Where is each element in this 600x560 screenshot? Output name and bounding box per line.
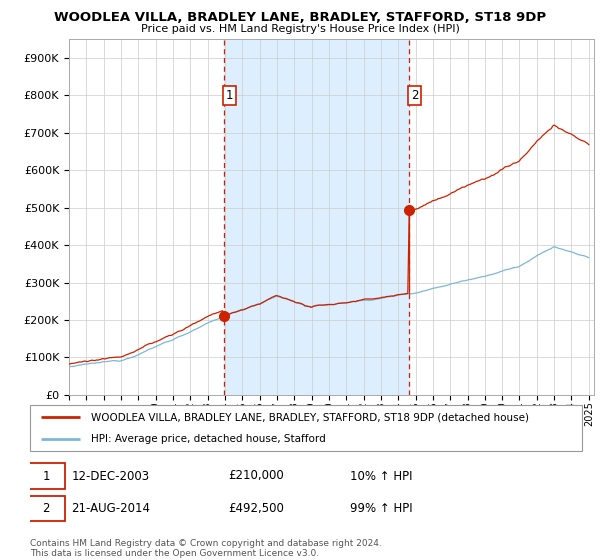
FancyBboxPatch shape <box>30 405 582 451</box>
Text: Price paid vs. HM Land Registry's House Price Index (HPI): Price paid vs. HM Land Registry's House … <box>140 24 460 34</box>
Text: HPI: Average price, detached house, Stafford: HPI: Average price, detached house, Staf… <box>91 435 325 444</box>
Text: £210,000: £210,000 <box>229 469 284 483</box>
Text: 21-AUG-2014: 21-AUG-2014 <box>71 502 151 515</box>
Text: £492,500: £492,500 <box>229 502 284 515</box>
Bar <box>224 39 409 395</box>
Text: 1: 1 <box>42 469 50 483</box>
Text: 2: 2 <box>411 89 418 102</box>
FancyBboxPatch shape <box>27 496 65 521</box>
FancyBboxPatch shape <box>27 464 65 488</box>
Text: 2: 2 <box>42 502 50 515</box>
Text: 1: 1 <box>226 89 233 102</box>
Text: WOODLEA VILLA, BRADLEY LANE, BRADLEY, STAFFORD, ST18 9DP: WOODLEA VILLA, BRADLEY LANE, BRADLEY, ST… <box>54 11 546 24</box>
Text: Contains HM Land Registry data © Crown copyright and database right 2024.
This d: Contains HM Land Registry data © Crown c… <box>30 539 382 558</box>
Text: 12-DEC-2003: 12-DEC-2003 <box>71 469 149 483</box>
Text: WOODLEA VILLA, BRADLEY LANE, BRADLEY, STAFFORD, ST18 9DP (detached house): WOODLEA VILLA, BRADLEY LANE, BRADLEY, ST… <box>91 412 529 422</box>
Text: 10% ↑ HPI: 10% ↑ HPI <box>350 469 413 483</box>
Text: 99% ↑ HPI: 99% ↑ HPI <box>350 502 413 515</box>
